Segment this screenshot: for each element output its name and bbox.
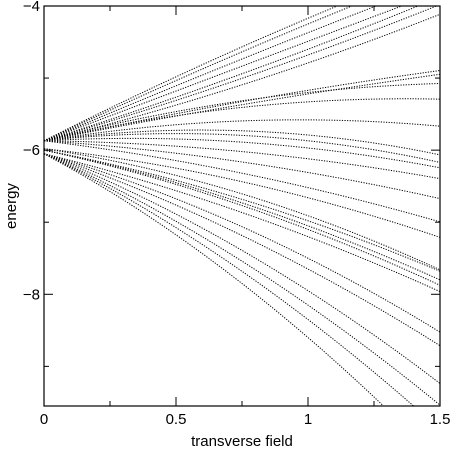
plot-frame [43,5,441,407]
energy-curve-21 [44,149,440,272]
energy-curve-26 [44,153,440,347]
energy-curve-27 [44,153,440,384]
energy-curve-10 [44,82,440,142]
energy-curve-29 [44,153,415,406]
x-tick-label: 0.5 [166,411,187,428]
energy-curve-28 [44,153,440,406]
energy-curve-1 [44,6,339,142]
energy-curve-8 [44,70,440,142]
energy-curve-6 [44,6,438,142]
y-tick-label: −6 [23,142,40,159]
energy-curve-23 [44,149,440,286]
energy-curve-30 [44,153,385,406]
energy-curve-20 [44,148,440,271]
energy-curve-12 [44,119,440,142]
energy-curve-4 [44,6,404,142]
x-tick-label: 1.5 [430,411,451,428]
energy-curve-11 [44,98,440,142]
energy-curve-24 [44,153,440,293]
energy-curve-22 [44,149,440,281]
axis-ticks: 0 0.5 1 1.5 −4 −6 −8 [23,0,451,428]
y-tick-label: −4 [23,0,40,15]
spectrum-curves [44,6,440,406]
energy-curve-9 [44,73,440,142]
x-tick-label: 0 [40,411,48,428]
energy-curve-18 [44,140,440,223]
energy-curve-7 [44,13,440,142]
energy-curve-16 [44,140,440,180]
y-tick-label: −8 [23,286,40,303]
energy-curve-25 [44,153,440,333]
energy-curve-5 [44,6,420,142]
energy-curve-17 [44,140,440,200]
energy-curve-3 [44,6,378,142]
y-axis-label: energy [3,183,20,229]
energy-curve-13 [44,129,440,156]
energy-curve-19 [44,148,440,238]
x-tick-label: 1 [304,411,312,428]
energy-curve-15 [44,137,440,169]
x-axis-label: transverse field [191,433,293,450]
energy-curve-14 [44,133,440,163]
